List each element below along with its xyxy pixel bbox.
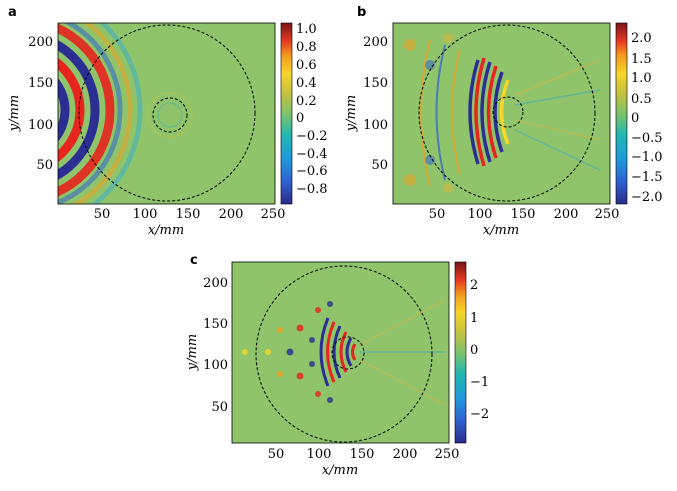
panel-b-cbtick: −0.5 <box>631 131 663 146</box>
panel-c-colorbar <box>454 261 467 444</box>
panel-c-xtick: 150 <box>350 447 375 462</box>
panel-c-inner-circle <box>331 336 365 370</box>
panel-a-yticks: 200 150 100 50 <box>28 35 53 173</box>
panel-a-ytick: 200 <box>28 35 53 50</box>
panel-letter-c: c <box>190 253 198 268</box>
panel-a-colorbar-ticks: 1.0 0.8 0.6 0.4 0.2 0 −0.2 −0.4 −0.6 −0.… <box>296 22 328 197</box>
panel-a-wavefield <box>58 23 193 204</box>
panel-c-xticks: 50 100 150 200 250 <box>268 447 460 462</box>
panel-a-xlabel: x/mm <box>148 223 184 238</box>
panel-a-xtick: 50 <box>94 207 111 222</box>
panel-c-cbtick: −1 <box>470 375 489 390</box>
panel-c-outer-circle <box>255 265 433 443</box>
panel-a-frame <box>57 22 276 205</box>
panel-a-outer-circle <box>78 24 256 202</box>
panel-a-colorbar <box>280 22 293 205</box>
panel-c-ylabel: y/mm <box>185 334 200 371</box>
panel-c-xtick: 50 <box>268 447 285 462</box>
panel-b-cbtick: 0.5 <box>631 92 652 107</box>
panel-c-yticks: 200 150 100 50 <box>203 276 228 415</box>
panel-b-xtick: 150 <box>511 207 536 222</box>
panel-b-xtick: 50 <box>429 207 446 222</box>
panel-b-ytick: 200 <box>363 35 388 50</box>
panel-c-wavefield <box>242 299 446 406</box>
panel-a-ylabel: y/mm <box>7 95 22 132</box>
panel-c: 200 150 100 50 50 100 150 200 250 x/mm y… <box>185 261 489 478</box>
panel-a-cbtick: 0.4 <box>296 76 317 91</box>
panel-c-frame <box>231 261 450 444</box>
panel-b-xtick: 200 <box>554 207 579 222</box>
panel-letter-b: b <box>357 5 366 20</box>
panel-a-cbtick: −0.6 <box>296 164 328 179</box>
panel-b-cbtick: 0 <box>631 111 639 126</box>
panel-a-cbtick: −0.4 <box>296 147 328 162</box>
panel-b-colorbar <box>615 22 628 205</box>
panel-b-cbtick: −1.5 <box>631 170 663 185</box>
panel-a-ytick: 100 <box>28 118 53 133</box>
panel-b-inner-circle <box>492 96 524 128</box>
panel-a-xtick: 150 <box>176 207 201 222</box>
panel-b-yticks: 200 150 100 50 <box>363 35 388 173</box>
panel-b: 200 150 100 50 50 100 150 200 250 x/mm y… <box>344 22 663 238</box>
panel-a-ytick: 50 <box>36 158 53 173</box>
panel-c-xtick: 200 <box>393 447 418 462</box>
panel-a-cbtick: 1.0 <box>296 22 317 37</box>
panel-a-xtick: 200 <box>219 207 244 222</box>
panel-b-cbtick: 2.0 <box>631 31 652 46</box>
panel-b-xlabel: x/mm <box>483 223 519 238</box>
panel-b-wavefield <box>404 33 601 193</box>
panel-c-cbtick: 2 <box>470 278 478 293</box>
panel-c-ytick: 150 <box>203 317 228 332</box>
panel-b-cbtick: −1.0 <box>631 150 663 165</box>
panel-a-cbtick: 0.8 <box>296 40 317 55</box>
panel-c-ytick: 200 <box>203 276 228 291</box>
panel-c-ytick: 50 <box>211 400 228 415</box>
panel-b-ytick: 150 <box>363 76 388 91</box>
panel-b-cbtick: 1.5 <box>631 52 652 67</box>
panel-a-cbtick: 0.2 <box>296 94 317 109</box>
panel-b-cbtick: 1.0 <box>631 71 652 86</box>
panel-a-cbtick: 0.6 <box>296 58 317 73</box>
panel-b-xtick: 100 <box>468 207 493 222</box>
panel-c-cbtick: −2 <box>470 407 489 422</box>
panel-a-inner-circle <box>152 97 188 133</box>
panel-b-frame <box>392 22 611 205</box>
panel-a-cbtick: 0 <box>296 111 304 126</box>
panel-b-ytick: 50 <box>371 158 388 173</box>
panel-a-xticks: 50 100 150 200 250 <box>94 207 286 222</box>
panel-c-colorbar-ticks: 2 1 0 −1 −2 <box>470 278 489 422</box>
panel-c-cbtick: 1 <box>470 311 478 326</box>
panel-letter-a: a <box>8 5 17 20</box>
panel-a-cbtick: −0.2 <box>296 129 328 144</box>
panel-b-colorbar-ticks: 2.0 1.5 1.0 0.5 0 −0.5 −1.0 −1.5 −2.0 <box>631 31 663 205</box>
panel-a-ytick: 150 <box>28 76 53 91</box>
panel-a: 200 150 100 50 50 100 150 200 250 x/mm y… <box>7 22 328 238</box>
panel-a-cbtick: −0.8 <box>296 182 328 197</box>
panel-c-xtick: 100 <box>307 447 332 462</box>
panel-c-cbtick: 0 <box>470 343 478 358</box>
panel-a-xtick: 250 <box>261 207 286 222</box>
panel-c-xtick: 250 <box>435 447 460 462</box>
panel-b-outer-circle <box>418 24 596 202</box>
panel-b-xtick: 250 <box>595 207 620 222</box>
panel-c-ytick: 100 <box>203 358 228 373</box>
panel-b-xticks: 50 100 150 200 250 <box>429 207 620 222</box>
panel-c-xlabel: x/mm <box>322 463 358 478</box>
panel-b-ytick: 100 <box>363 118 388 133</box>
panel-b-ylabel: y/mm <box>344 95 359 132</box>
panel-b-cbtick: −2.0 <box>631 190 663 205</box>
panel-a-xtick: 100 <box>133 207 158 222</box>
